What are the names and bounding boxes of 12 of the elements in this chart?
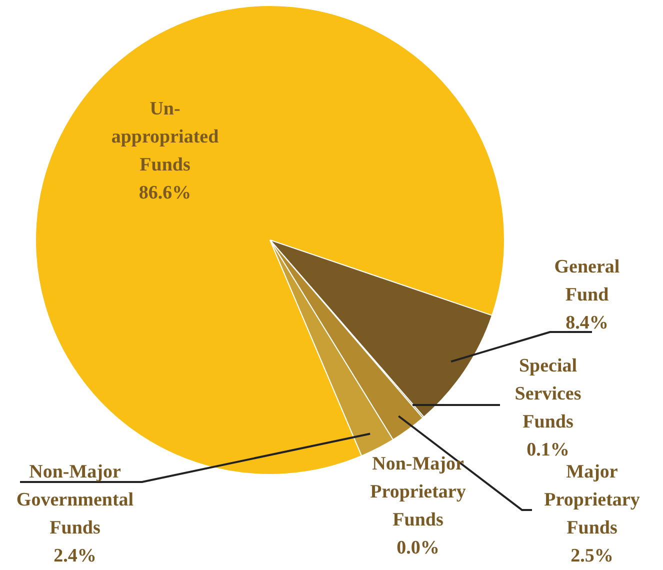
data-label: 2.5% [570, 545, 614, 566]
slice-label: General Fund [554, 256, 620, 306]
data-label: 2.4% [54, 545, 96, 566]
data-label: 86.6% [138, 182, 192, 204]
slice-label: Major Proprietary Funds [544, 461, 640, 538]
slice-label: Special Services Funds [514, 355, 582, 432]
slice-label: Un-appropriated Funds [111, 98, 220, 176]
slice-label: Non-Major Governmental Funds [16, 461, 134, 538]
data-label: 0.1% [526, 439, 570, 460]
text: 0.0% [396, 537, 440, 558]
category-label: Non-Major Proprietary Funds [370, 453, 466, 530]
data-label: 8.4% [566, 312, 608, 334]
